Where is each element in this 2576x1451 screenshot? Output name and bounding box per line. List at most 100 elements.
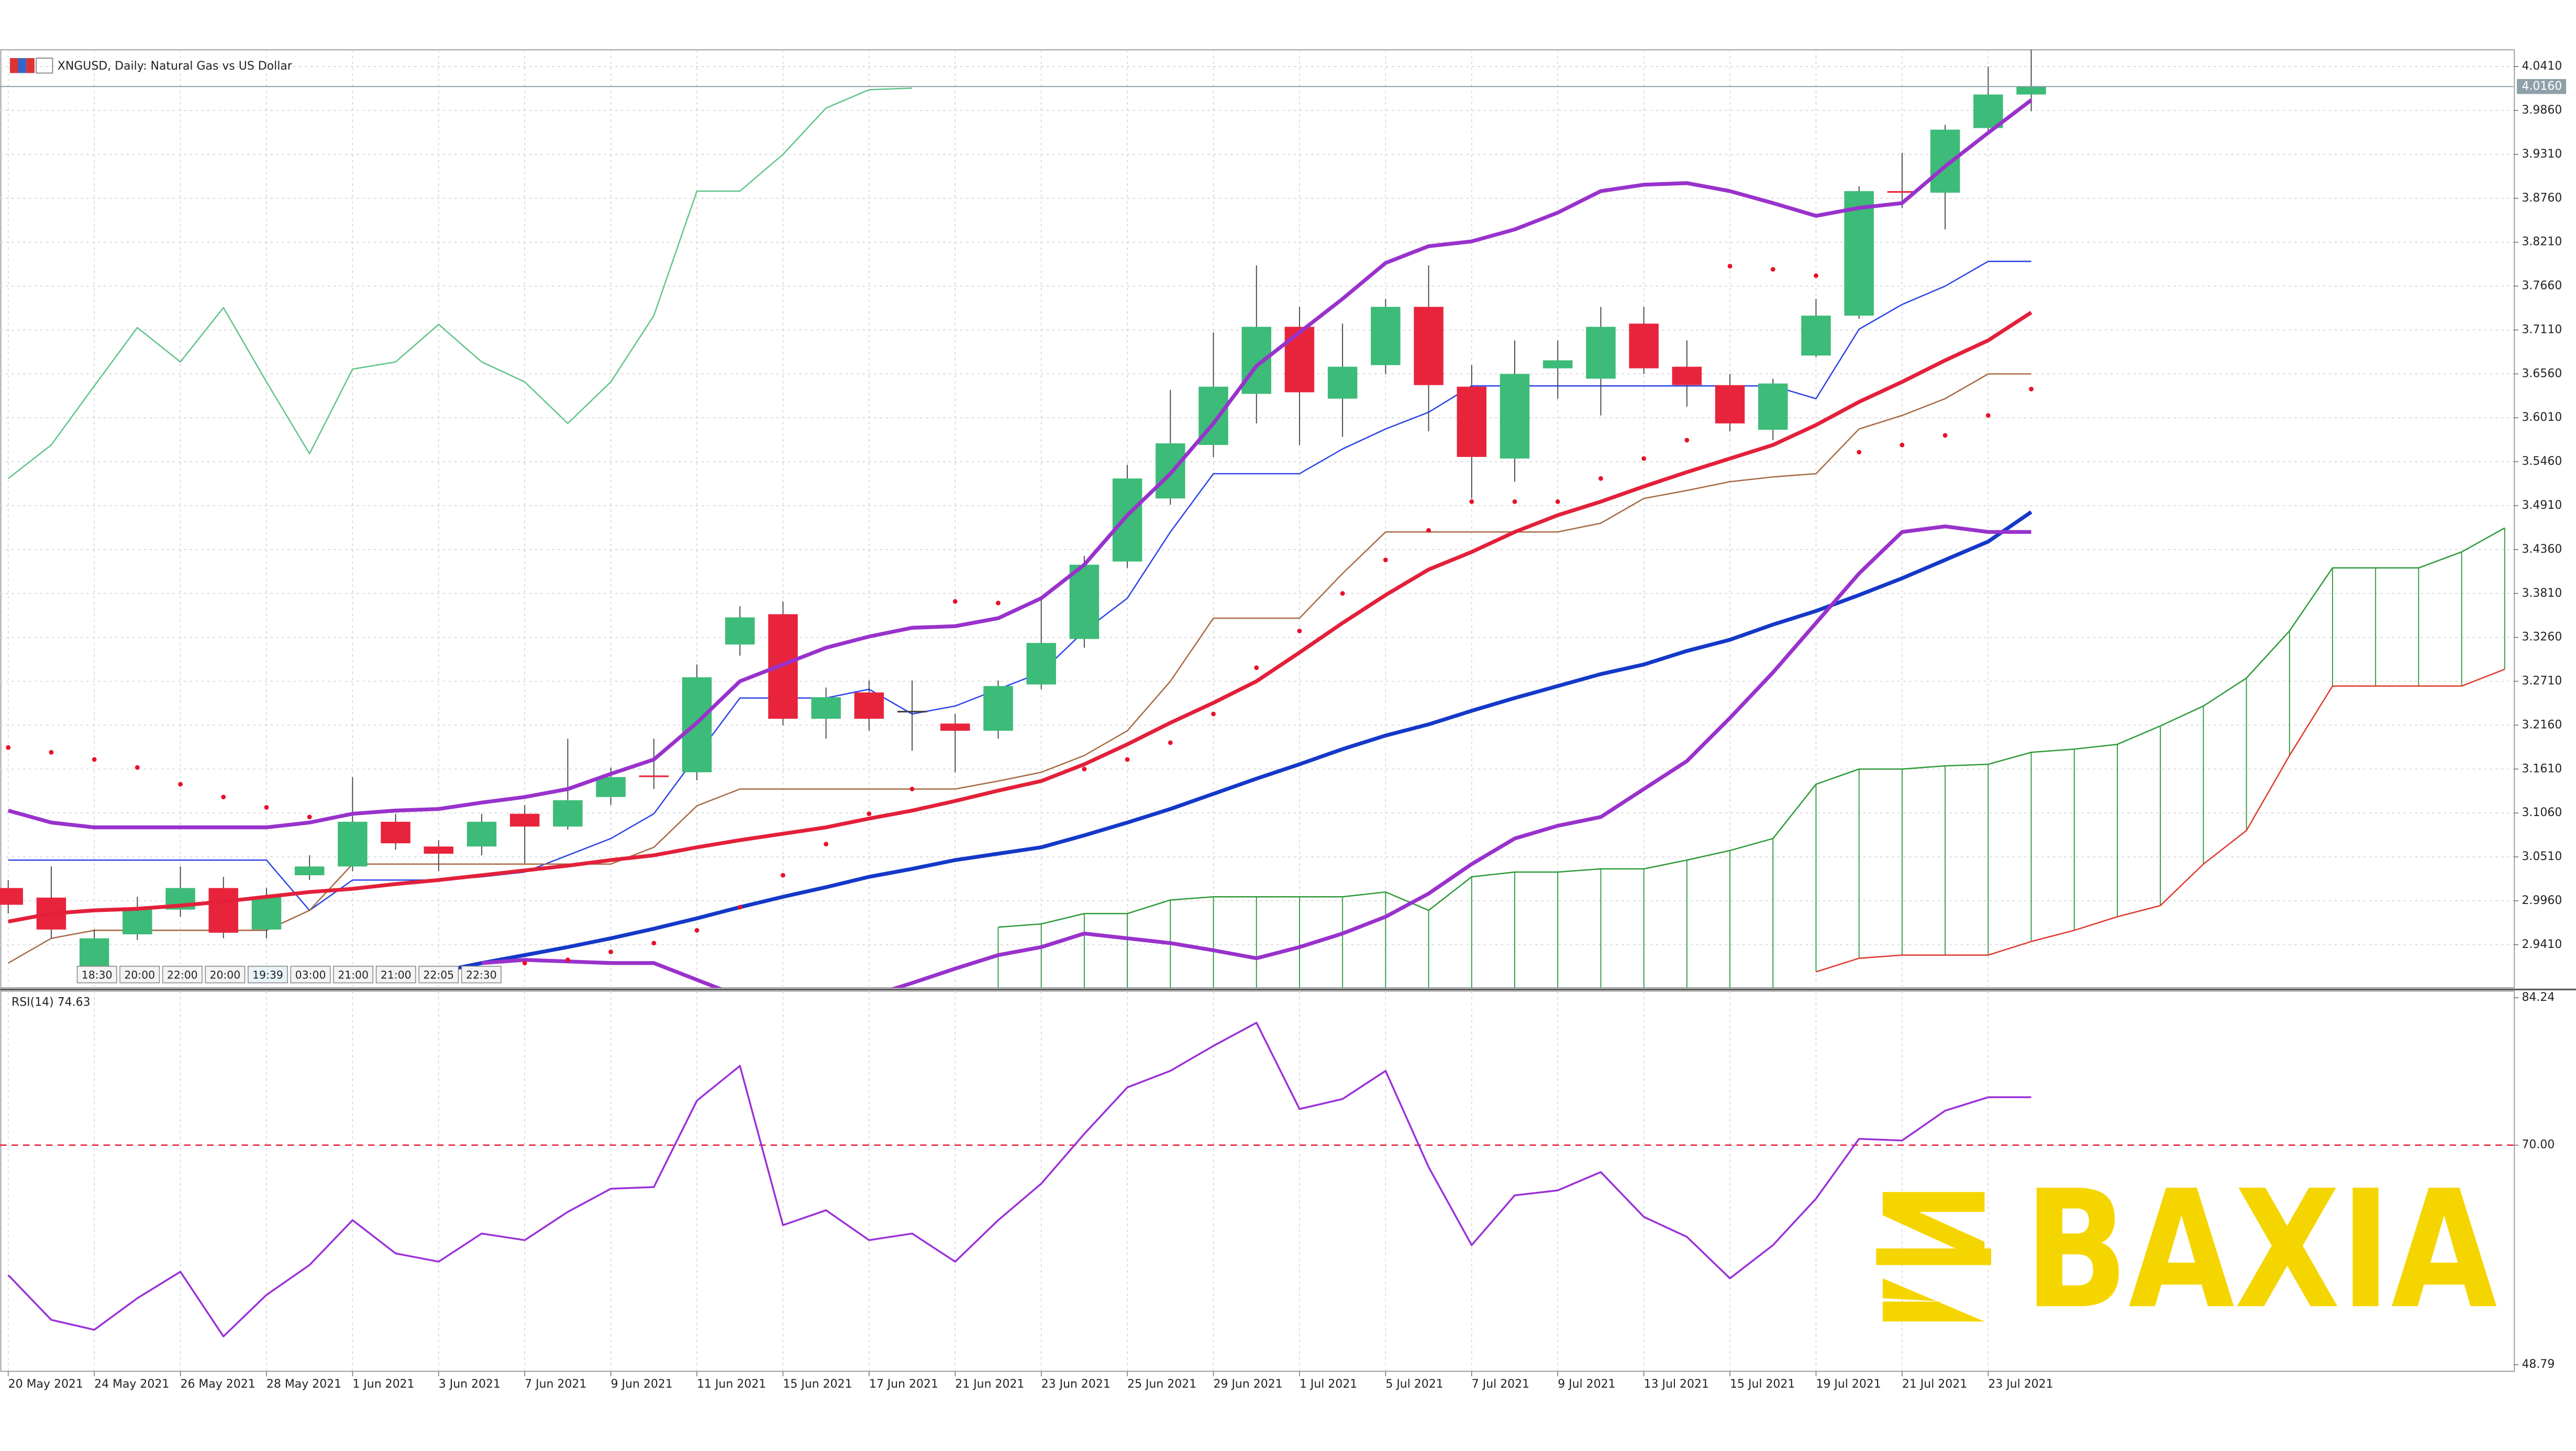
- y-tick-label: 4.0410: [2522, 60, 2562, 73]
- candle-body: [725, 617, 755, 645]
- candle-body: [1887, 191, 1917, 193]
- candle-body: [1758, 383, 1788, 430]
- grid-layer: [0, 50, 2514, 1371]
- sar-dot: [1125, 757, 1130, 762]
- y-tick-label: 3.0510: [2522, 850, 2562, 863]
- candle-body: [1629, 323, 1659, 369]
- chart-title: XNGUSD, Daily: Natural Gas vs US Dollar: [58, 60, 293, 73]
- logo-icon: [1882, 1192, 1985, 1262]
- candle-body: [123, 909, 152, 934]
- x-tick-label: 7 Jun 2021: [525, 1378, 586, 1391]
- candle-body: [1586, 327, 1616, 379]
- sar-dot: [565, 957, 570, 963]
- candle-body: [811, 697, 841, 719]
- candle-body: [1026, 643, 1056, 685]
- sar-dot: [824, 842, 829, 847]
- candle-body: [1715, 385, 1745, 423]
- x-tick-label: 9 Jul 2021: [1558, 1378, 1615, 1391]
- y-tick-label: 3.6010: [2522, 411, 2562, 424]
- line: [998, 527, 2505, 928]
- x-tick-label: 3 Jun 2021: [439, 1378, 501, 1391]
- sar-dot: [1814, 273, 1818, 278]
- x-tick-label: 23 Jul 2021: [1988, 1378, 2053, 1391]
- sar-dot: [608, 950, 614, 954]
- x-tick-label: 7 Jul 2021: [1472, 1378, 1529, 1391]
- candle-body: [1371, 307, 1401, 365]
- time-tag: 20:00: [124, 968, 155, 981]
- time-tag: 22:00: [167, 968, 198, 981]
- symbol-icon: [18, 58, 27, 73]
- time-tag-box: [205, 966, 246, 984]
- sar-dot: [651, 941, 657, 946]
- time-tag: 20:00: [209, 968, 240, 981]
- axis-layer: 4.0410 3.9860 3.9310 3.8760 3.8210 3.7660 3.71…: [7, 60, 2567, 1391]
- x-tick-label: 9 Jun 2021: [611, 1378, 673, 1391]
- time-tag-box: [119, 966, 160, 984]
- candle-body: [338, 821, 368, 867]
- candle-body: [509, 813, 540, 827]
- y-tick-label: 2.9960: [2522, 894, 2562, 907]
- y-tick-label: 3.2160: [2522, 718, 2562, 731]
- candle-body: [1801, 316, 1831, 356]
- sar-dot: [737, 905, 742, 910]
- dot-layer: [6, 264, 2034, 966]
- line: [7, 1022, 2031, 1337]
- x-tick-label: 15 Jul 2021: [1730, 1378, 1795, 1391]
- candle-body: [1457, 386, 1487, 457]
- x-tick-label: 17 Jun 2021: [869, 1378, 938, 1391]
- rsi-layer: [0, 1022, 2514, 1337]
- thin-line-layer: [7, 87, 2031, 964]
- sar-dot: [909, 786, 915, 791]
- x-tick-label: 13 Jul 2021: [1644, 1378, 1709, 1391]
- sar-dot: [1254, 665, 1259, 671]
- logo: BAXIA: [1876, 1155, 2498, 1345]
- x-tick-label: 25 Jun 2021: [1127, 1378, 1196, 1391]
- last-price-box: [2517, 79, 2567, 94]
- sar-dot: [522, 961, 527, 966]
- y-tick-label: 3.9860: [2522, 104, 2562, 117]
- candle-body: [1069, 564, 1100, 639]
- x-tick-label: 11 Jun 2021: [697, 1378, 766, 1391]
- y-tick-label: 70.00: [2522, 1139, 2555, 1152]
- time-tag-box: [248, 966, 288, 984]
- candle-body: [639, 775, 669, 777]
- time-tag-box: [375, 966, 416, 984]
- candle-body: [294, 866, 325, 876]
- sar-dot: [1684, 438, 1690, 443]
- line: [8, 261, 2031, 911]
- x-tick-label: 1 Jul 2021: [1300, 1378, 1357, 1391]
- sar-dot: [264, 805, 269, 810]
- candle-body: [1284, 327, 1315, 393]
- candle-body: [1112, 478, 1142, 562]
- last-price-label: 4.0160: [2522, 80, 2562, 93]
- candle-body: [1930, 129, 1960, 193]
- time-tag: 22:30: [466, 968, 497, 981]
- y-tick-label: 3.9310: [2522, 148, 2562, 161]
- x-tick-label: 1 Jun 2021: [352, 1378, 414, 1391]
- x-tick-label: 5 Jul 2021: [1385, 1378, 1443, 1391]
- y-tick-label: 3.2710: [2522, 674, 2562, 687]
- y-tick-label: 3.3810: [2522, 587, 2562, 600]
- sar-dot: [1211, 711, 1216, 717]
- line: [1816, 668, 2505, 973]
- sar-dot: [92, 757, 97, 762]
- time-tag: 21:00: [338, 968, 369, 981]
- x-tick-label: 24 May 2021: [94, 1378, 169, 1391]
- y-tick-label: 3.7660: [2522, 280, 2562, 293]
- line: [481, 524, 2031, 988]
- time-tag: 22:05: [423, 968, 454, 981]
- sar-dot: [49, 750, 54, 755]
- time-tag-box: [162, 966, 203, 984]
- time-tag: 19:39: [252, 968, 283, 981]
- x-tick-label: 21 Jul 2021: [1902, 1378, 1967, 1391]
- time-tag: 18:30: [82, 968, 113, 981]
- sar-dot: [781, 873, 785, 878]
- candle-body: [467, 821, 497, 847]
- sar-dot: [1770, 267, 1775, 272]
- rsi-panel-frame: [0, 990, 2515, 1372]
- rsi-label: RSI(14) 74.63: [12, 996, 91, 1009]
- sar-dot: [1082, 766, 1087, 772]
- candle-body: [1542, 360, 1573, 369]
- y-tick-label: 3.3260: [2522, 631, 2562, 644]
- x-tick-label: 21 Jun 2021: [955, 1378, 1024, 1391]
